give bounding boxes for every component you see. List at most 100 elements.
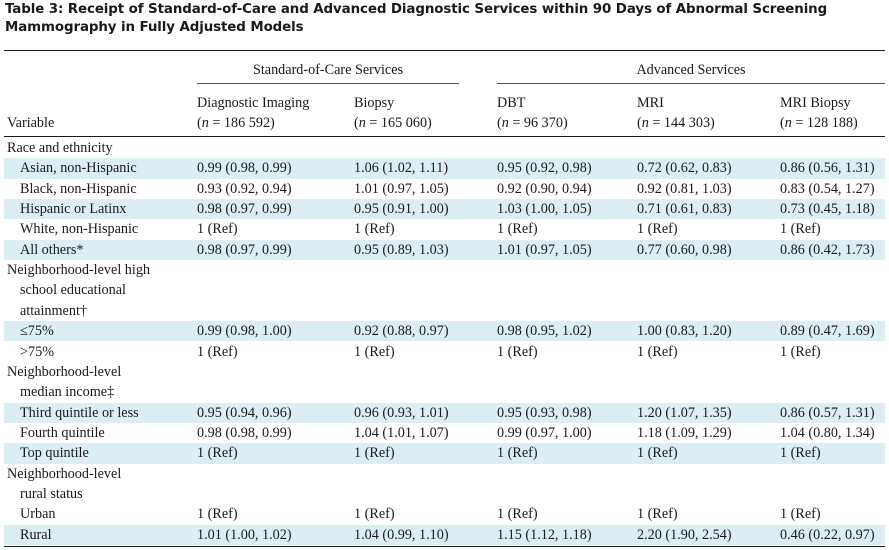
- header-rule: [4, 136, 885, 137]
- row-label: Top quintile: [20, 445, 89, 462]
- table-cell: 1 (Ref): [197, 343, 238, 360]
- group-rule-standard: [197, 83, 459, 84]
- table-cell: 2.20 (1.90, 2.54): [637, 526, 732, 543]
- table-cell: 0.95 (0.93, 0.98): [497, 404, 592, 421]
- table-cell: 1.01 (0.97, 1.05): [354, 180, 449, 197]
- row-label: median income‡: [20, 384, 115, 401]
- row-label: Urban: [20, 506, 56, 523]
- table-cell: 0.89 (0.47, 1.69): [780, 323, 875, 340]
- table-cell: 0.99 (0.97, 1.00): [497, 424, 592, 441]
- table-title-line-2: Mammography in Fully Adjusted Models: [5, 20, 304, 35]
- table-cell: 1 (Ref): [497, 445, 538, 462]
- top-rule: [4, 50, 885, 51]
- table-cell: 1 (Ref): [497, 221, 538, 238]
- column-header-n: (n = 96 370): [497, 115, 568, 131]
- row-label: All others*: [20, 241, 84, 258]
- row-label: Neighborhood-level high: [7, 262, 151, 279]
- table-cell: 1.01 (1.00, 1.02): [197, 526, 292, 543]
- table-cell: 1 (Ref): [354, 343, 395, 360]
- group-rule-advanced: [497, 83, 885, 84]
- table-cell: 0.77 (0.60, 0.98): [637, 241, 732, 258]
- group-header-advanced: Advanced Services: [636, 62, 746, 78]
- table-cell: 0.71 (0.61, 0.83): [637, 201, 732, 218]
- row-label: Black, non-Hispanic: [20, 180, 137, 197]
- table-cell: 1.04 (0.80, 1.34): [780, 424, 875, 441]
- column-header-n: (n = 144 303): [637, 115, 715, 131]
- table-cell: 1.04 (1.01, 1.07): [354, 424, 449, 441]
- table-cell: 0.86 (0.42, 1.73): [780, 241, 875, 258]
- table-cell: 1 (Ref): [637, 221, 678, 238]
- table-cell: 0.93 (0.92, 0.94): [197, 180, 292, 197]
- table-cell: 1 (Ref): [497, 506, 538, 523]
- table-cell: 1 (Ref): [197, 506, 238, 523]
- table-cell: 1 (Ref): [780, 221, 821, 238]
- column-header-n-label: n: [501, 115, 509, 131]
- table-title: Table 3: Receipt of Standard-of-Care and…: [5, 1, 885, 37]
- table-cell: 0.73 (0.45, 1.18): [780, 201, 875, 218]
- table-cell: 0.95 (0.92, 0.98): [497, 160, 592, 177]
- table-cell: 0.86 (0.57, 1.31): [780, 404, 875, 421]
- row-label: ≤75%: [20, 323, 54, 340]
- column-header-n-value: = 186 592): [212, 115, 275, 131]
- table-cell: 0.86 (0.56, 1.31): [780, 160, 875, 177]
- table-cell: 1.18 (1.09, 1.29): [637, 424, 732, 441]
- column-header-n: (n = 128 188): [780, 115, 858, 131]
- table-cell: 0.99 (0.98, 1.00): [197, 323, 292, 340]
- table-cell: 1 (Ref): [354, 445, 395, 462]
- table-cell: 1 (Ref): [354, 506, 395, 523]
- table-cell: 0.72 (0.62, 0.83): [637, 160, 732, 177]
- table-cell: 1 (Ref): [637, 343, 678, 360]
- row-label: Neighborhood-level: [7, 363, 122, 380]
- table-cell: 1 (Ref): [637, 506, 678, 523]
- column-header-name: DBT: [497, 95, 526, 111]
- row-band: [4, 524, 885, 545]
- table-cell: 0.83 (0.54, 1.27): [780, 180, 875, 197]
- row-band: [4, 199, 885, 220]
- row-label: rural status: [20, 485, 83, 502]
- column-header-n-label: n: [201, 115, 209, 131]
- row-label: Neighborhood-level: [7, 465, 122, 482]
- table-cell: 1.03 (1.00, 1.05): [497, 201, 592, 218]
- table-cell: 1 (Ref): [780, 506, 821, 523]
- table-cell: 0.98 (0.95, 1.02): [497, 323, 592, 340]
- table-cell: 1 (Ref): [197, 445, 238, 462]
- table-cell: 0.99 (0.98, 0.99): [197, 160, 292, 177]
- column-header-variable: Variable: [7, 115, 55, 131]
- table-cell: 1 (Ref): [637, 445, 678, 462]
- bottom-rule: [4, 546, 885, 547]
- group-header-standard: Standard-of-Care Services: [252, 62, 404, 78]
- table-cell: 1.15 (1.12, 1.18): [497, 526, 592, 543]
- row-band: [4, 402, 885, 423]
- table-cell: 0.95 (0.94, 0.96): [197, 404, 292, 421]
- table-cell: 1.00 (0.83, 1.20): [637, 323, 732, 340]
- table-cell: 1 (Ref): [780, 343, 821, 360]
- column-header-name: Diagnostic Imaging: [197, 95, 310, 111]
- table-cell: 0.98 (0.98, 0.99): [197, 424, 292, 441]
- row-label: Asian, non-Hispanic: [20, 160, 137, 177]
- column-header-name: Biopsy: [354, 95, 395, 111]
- table-cell: 0.92 (0.88, 0.97): [354, 323, 449, 340]
- table-cell: 1 (Ref): [780, 445, 821, 462]
- table-cell: 1 (Ref): [354, 221, 395, 238]
- table-cell: 1.01 (0.97, 1.05): [497, 241, 592, 258]
- column-header-n-value: = 96 370): [512, 115, 568, 131]
- table-cell: 0.98 (0.97, 0.99): [197, 201, 292, 218]
- table-cell: 1 (Ref): [197, 221, 238, 238]
- row-label: Hispanic or Latinx: [20, 201, 127, 218]
- column-header-n-value: = 165 060): [369, 115, 432, 131]
- row-label: >75%: [20, 343, 55, 360]
- column-header-n-label: n: [641, 115, 649, 131]
- row-band: [4, 158, 885, 179]
- column-header-name: MRI: [637, 95, 664, 111]
- row-label: Rural: [20, 526, 52, 543]
- row-label: attainment†: [20, 302, 87, 319]
- column-header-n-label: n: [358, 115, 366, 131]
- column-header-n: (n = 165 060): [354, 115, 432, 131]
- table-cell: 0.95 (0.91, 1.00): [354, 201, 449, 218]
- column-header-name: MRI Biopsy: [780, 95, 851, 111]
- table-cell: 0.46 (0.22, 0.97): [780, 526, 875, 543]
- row-label: Third quintile or less: [20, 404, 139, 421]
- table-cell: 1 (Ref): [497, 343, 538, 360]
- column-header-n-label: n: [784, 115, 792, 131]
- row-label: school educational: [20, 282, 126, 299]
